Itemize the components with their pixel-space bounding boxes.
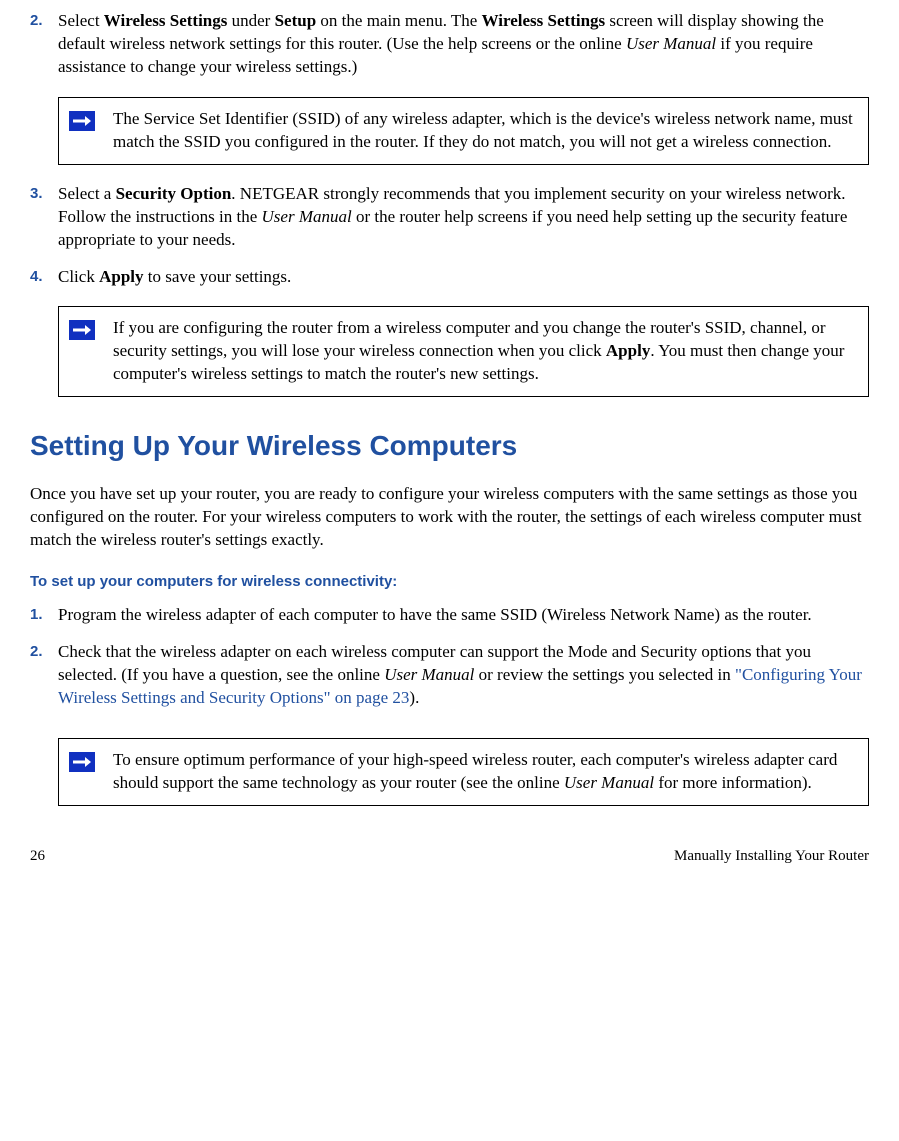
step-body: Select a Security Option. NETGEAR strong… bbox=[58, 183, 869, 252]
step-4: 4. Click Apply to save your settings. bbox=[30, 266, 869, 289]
intro-paragraph: Once you have set up your router, you ar… bbox=[30, 483, 869, 552]
arrow-icon bbox=[69, 320, 95, 340]
step-body: Program the wireless adapter of each com… bbox=[58, 604, 869, 627]
connectivity-step-1: 1. Program the wireless adapter of each … bbox=[30, 604, 869, 627]
section-heading: Setting Up Your Wireless Computers bbox=[30, 427, 869, 465]
note-text: To ensure optimum performance of your hi… bbox=[113, 749, 854, 795]
note-text: The Service Set Identifier (SSID) of any… bbox=[113, 108, 854, 154]
note-box-3: To ensure optimum performance of your hi… bbox=[58, 738, 869, 806]
note-box-2: If you are configuring the router from a… bbox=[58, 306, 869, 397]
step-body: Check that the wireless adapter on each … bbox=[58, 641, 869, 710]
step-body: Select Wireless Settings under Setup on … bbox=[58, 10, 869, 79]
arrow-icon bbox=[69, 752, 95, 772]
note-text: If you are configuring the router from a… bbox=[113, 317, 854, 386]
note-box-1: The Service Set Identifier (SSID) of any… bbox=[58, 97, 869, 165]
page-number: 26 bbox=[30, 846, 45, 866]
step-number: 1. bbox=[30, 604, 58, 627]
step-body: Click Apply to save your settings. bbox=[58, 266, 869, 289]
sub-heading: To set up your computers for wireless co… bbox=[30, 572, 869, 592]
step-number: 2. bbox=[30, 10, 58, 79]
step-number: 3. bbox=[30, 183, 58, 252]
connectivity-step-2: 2. Check that the wireless adapter on ea… bbox=[30, 641, 869, 710]
arrow-icon bbox=[69, 111, 95, 131]
step-3: 3. Select a Security Option. NETGEAR str… bbox=[30, 183, 869, 252]
page-footer: 26 Manually Installing Your Router bbox=[30, 846, 869, 866]
step-number: 4. bbox=[30, 266, 58, 289]
step-2: 2. Select Wireless Settings under Setup … bbox=[30, 10, 869, 79]
footer-title: Manually Installing Your Router bbox=[674, 846, 869, 866]
step-number: 2. bbox=[30, 641, 58, 710]
